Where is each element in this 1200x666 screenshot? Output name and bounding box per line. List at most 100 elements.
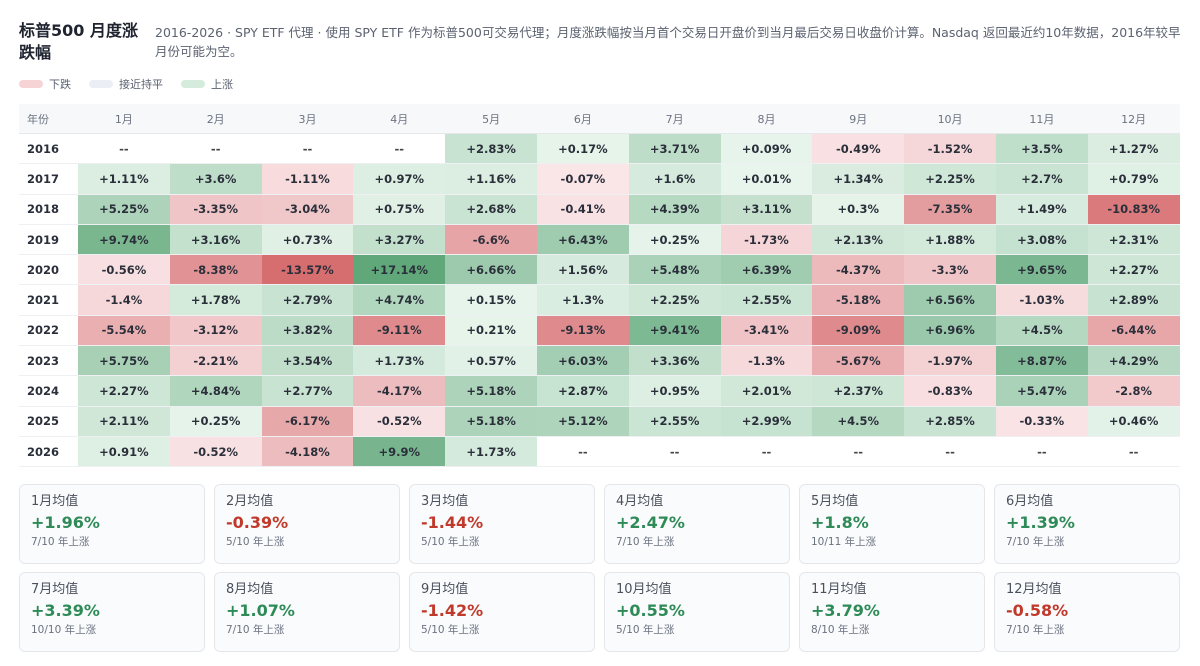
heatmap-row: 2021 -1.4% +1.78% +2.79% +4.74% +0.15% +1.3% +2… xyxy=(19,285,1180,316)
heatmap-cell: -4.17% xyxy=(353,376,446,406)
heatmap-cell: +0.97% xyxy=(353,164,446,194)
heatmap-cell: +5.12% xyxy=(536,406,629,436)
year-label: 2023 xyxy=(27,353,60,368)
heatmap-cell: +3.08% xyxy=(995,224,1088,255)
heatmap-cell: +2.55% xyxy=(628,406,721,436)
month-column-header: 7月 xyxy=(665,112,684,126)
legend-item: 接近持平 xyxy=(89,76,163,92)
heatmap-cell: -13.57% xyxy=(261,255,354,285)
heatmap-cell: +3.36% xyxy=(628,346,721,376)
month-column-header: 11月 xyxy=(1029,112,1055,126)
heatmap-row: 2024 +2.27% +4.84% +2.77% -4.17% +5.18% +2.87%… xyxy=(19,376,1180,407)
heatmap-row: 2018 +5.25% -3.35% -3.04% +0.75% +2.68% -0.41%… xyxy=(19,194,1180,225)
heatmap-cell: +2.11% xyxy=(78,406,170,436)
stat-value: -0.39% xyxy=(226,513,289,532)
heatmap-cell: -5.18% xyxy=(812,285,905,315)
legend-label: 上涨 xyxy=(211,78,233,91)
heatmap-cell: -1.73% xyxy=(720,224,813,255)
month-column-header: 4月 xyxy=(390,112,409,126)
heatmap-cell: +5.25% xyxy=(78,194,170,224)
stat-value: +1.8% xyxy=(811,513,869,532)
heatmap-cell: -2.8% xyxy=(1087,376,1180,406)
heatmap-cell: -9.09% xyxy=(812,315,905,346)
legend-swatch xyxy=(19,80,43,88)
heatmap-cell: +2.85% xyxy=(904,406,996,436)
heatmap-cell: +3.6% xyxy=(169,164,262,194)
heatmap-cell: +1.49% xyxy=(995,194,1088,224)
year-label: 2020 xyxy=(27,262,60,277)
heatmap-cell: +0.15% xyxy=(445,285,537,315)
stat-value: +1.39% xyxy=(1006,513,1075,532)
heatmap-cell: +1.16% xyxy=(445,164,537,194)
stat-value: +1.07% xyxy=(226,601,295,620)
heatmap-cell: -2.21% xyxy=(169,346,262,376)
stat-up-ratio: 7/10 年上涨 xyxy=(226,624,285,636)
legend-swatch xyxy=(89,80,113,88)
heatmap-cell: +3.82% xyxy=(261,315,354,346)
stat-label: 8月均值 xyxy=(226,582,274,597)
month-column-header: 6月 xyxy=(573,112,592,126)
stat-label: 3月均值 xyxy=(421,494,469,509)
heatmap-cell: -3.04% xyxy=(261,194,354,224)
heatmap-cell: +9.65% xyxy=(995,255,1088,285)
heatmap-cell: +0.25% xyxy=(628,224,721,255)
heatmap-cell: -- xyxy=(78,134,170,164)
heatmap-cell: +2.68% xyxy=(445,194,537,224)
stat-value: +1.96% xyxy=(31,513,100,532)
heatmap-cell: -5.67% xyxy=(812,346,905,376)
month-average-card: 6月均值 +1.39% 7/10 年上涨 xyxy=(994,484,1180,564)
heatmap-cell: +9.9% xyxy=(353,436,446,467)
heatmap-cell: +1.56% xyxy=(536,255,629,285)
heatmap-cell: -- xyxy=(904,436,996,467)
heatmap-cell: +2.27% xyxy=(1087,255,1180,285)
stat-up-ratio: 7/10 年上涨 xyxy=(1006,624,1065,636)
heatmap-cell: +5.48% xyxy=(628,255,721,285)
month-average-card: 4月均值 +2.47% 7/10 年上涨 xyxy=(604,484,790,564)
page-title: 标普500 月度涨跌幅 xyxy=(19,21,138,62)
heatmap-cell: -0.52% xyxy=(169,436,262,467)
month-column-header: 2月 xyxy=(206,112,225,126)
heatmap-cell: +6.96% xyxy=(904,315,996,346)
heatmap-cell: +2.25% xyxy=(904,164,996,194)
heatmap-row: 2025 +2.11% +0.25% -6.17% -0.52% +5.18% +5.12%… xyxy=(19,406,1180,437)
heatmap-row: 2019 +9.74% +3.16% +0.73% +3.27% -6.6% +6.43% +… xyxy=(19,224,1180,256)
stat-label: 11月均值 xyxy=(811,582,867,597)
heatmap-cell: -- xyxy=(169,134,262,164)
year-label: 2019 xyxy=(27,232,60,247)
heatmap-cell: +2.25% xyxy=(628,285,721,315)
heatmap-cell: -0.52% xyxy=(353,406,446,436)
heatmap-cell: +4.84% xyxy=(169,376,262,406)
heatmap-cell: -3.12% xyxy=(169,315,262,346)
heatmap-cell: +2.83% xyxy=(445,134,537,164)
heatmap-cell: +5.47% xyxy=(995,376,1088,406)
year-column-header: 年份 xyxy=(27,112,49,126)
stat-label: 10月均值 xyxy=(616,582,672,597)
heatmap-cell: +1.6% xyxy=(628,164,721,194)
heatmap-cell: -3.3% xyxy=(904,255,996,285)
heatmap-row: 2023 +5.75% -2.21% +3.54% +1.73% +0.57% +6.03%… xyxy=(19,346,1180,377)
heatmap-cell: -10.83% xyxy=(1087,194,1180,224)
month-column-header: 10月 xyxy=(937,112,963,126)
stat-up-ratio: 5/10 年上涨 xyxy=(226,536,285,548)
heatmap-cell: +0.3% xyxy=(812,194,905,224)
heatmap-cell: +4.5% xyxy=(995,315,1088,346)
month-average-card: 2月均值 -0.39% 5/10 年上涨 xyxy=(214,484,400,564)
heatmap-cell: -0.56% xyxy=(78,255,170,285)
heatmap-cell: -0.07% xyxy=(536,164,629,194)
heatmap-cell: +2.89% xyxy=(1087,285,1180,315)
heatmap-cell: -1.11% xyxy=(261,164,354,194)
heatmap-cell: -- xyxy=(536,436,629,467)
stat-value: -1.42% xyxy=(421,601,484,620)
stat-label: 6月均值 xyxy=(1006,494,1054,509)
heatmap-cell: -6.44% xyxy=(1087,315,1180,346)
month-average-card: 5月均值 +1.8% 10/11 年上涨 xyxy=(799,484,985,564)
stat-up-ratio: 7/10 年上涨 xyxy=(1006,536,1065,548)
heatmap-cell: +1.3% xyxy=(536,285,629,315)
heatmap-cell: +5.18% xyxy=(445,406,537,436)
heatmap-cell: +3.71% xyxy=(628,134,721,164)
stat-label: 2月均值 xyxy=(226,494,274,509)
year-label: 2016 xyxy=(27,141,60,156)
heatmap-row: 2022 -5.54% -3.12% +3.82% -9.11% +0.21% -9.13%… xyxy=(19,315,1180,347)
year-label: 2025 xyxy=(27,414,60,429)
heatmap-cell: +4.39% xyxy=(628,194,721,224)
